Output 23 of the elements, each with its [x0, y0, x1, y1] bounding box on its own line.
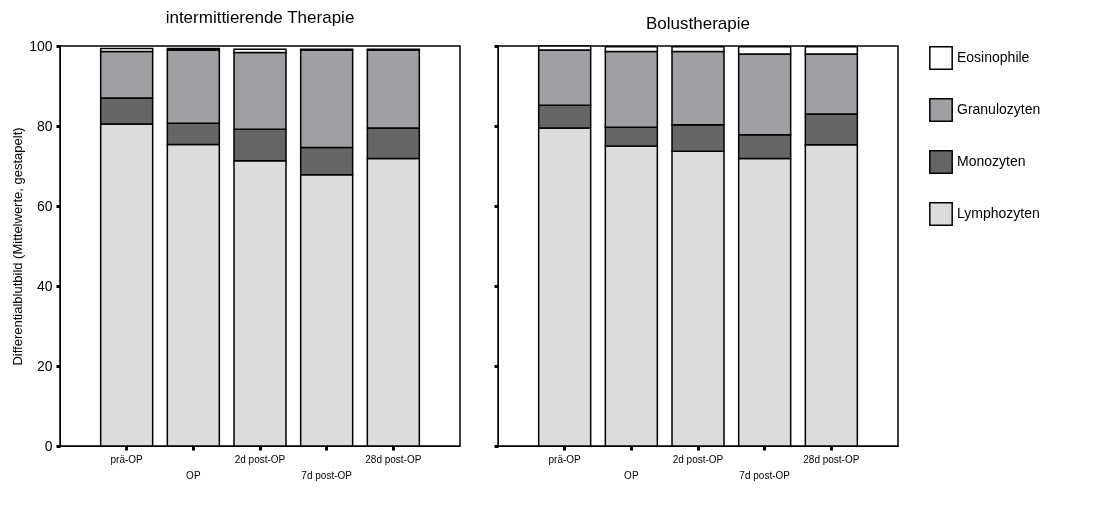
- legend-label: Lymphozyten: [957, 205, 1040, 221]
- x-tick-label: OP: [186, 469, 201, 481]
- y-tick-label: 40: [36, 277, 53, 294]
- x-tick-label: 7d post-OP: [739, 469, 791, 481]
- x-tick-label: 7d post-OP: [301, 469, 353, 481]
- chart-title: Bolustherapie: [646, 13, 750, 33]
- y-tick-label: 100: [29, 37, 53, 54]
- x-tick-label: prä-OP: [548, 453, 582, 465]
- legend-label: Granulozyten: [957, 101, 1041, 117]
- x-tick-label: prä-OP: [110, 453, 144, 465]
- y-tick-label: 0: [44, 437, 53, 454]
- legend-label: Monozyten: [957, 153, 1026, 169]
- legend-label: Eosinophile: [957, 49, 1030, 65]
- y-tick-label: 80: [36, 117, 53, 134]
- x-tick-label: OP: [624, 469, 639, 481]
- y-tick-label: 60: [36, 197, 53, 214]
- y-axis-title: Differentialblutbild (Mittelwerte, gestapelt): [10, 127, 26, 366]
- x-tick-label: 2d post-OP: [234, 453, 286, 465]
- x-tick-label: 2d post-OP: [672, 453, 724, 465]
- x-tick-label: 28d post-OP: [365, 453, 422, 465]
- y-tick-label: 20: [36, 357, 53, 374]
- x-tick-label: 28d post-OP: [803, 453, 860, 465]
- chart-title: intermittierende Therapie: [165, 8, 355, 27]
